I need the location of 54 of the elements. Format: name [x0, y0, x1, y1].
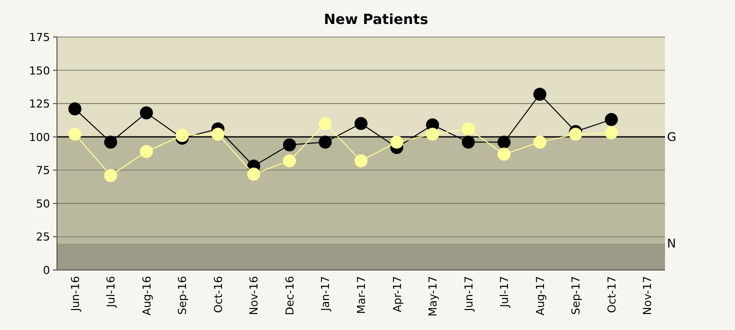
point: [354, 154, 368, 168]
point: [604, 113, 618, 126]
y-tick-label: 175: [29, 31, 50, 44]
x-tick-label: Apr-17: [390, 276, 404, 312]
point: [318, 117, 332, 130]
x-tick-label: Sep-17: [570, 276, 583, 315]
x-tick-label: Oct-17: [605, 276, 618, 313]
point: [390, 136, 404, 149]
y-tick-label: 25: [36, 230, 50, 244]
point: [68, 102, 82, 116]
point: [211, 128, 224, 141]
point: [68, 128, 82, 141]
x-tick-label: May-17: [426, 276, 440, 317]
point: [462, 122, 475, 136]
y-tick-label: 50: [36, 197, 50, 210]
x-tick-label: Nov-16: [248, 276, 261, 316]
chart-title: New Patients: [324, 12, 428, 28]
point: [282, 138, 296, 152]
point: [462, 136, 475, 149]
y-tick-label: 150: [29, 64, 50, 78]
point: [604, 126, 618, 140]
x-tick-label: Aug-17: [534, 276, 547, 316]
y-tick-label: 75: [36, 164, 50, 178]
point: [140, 145, 153, 158]
x-tick-label: Oct-16: [212, 276, 225, 313]
x-tick-label: Dec-16: [283, 276, 296, 316]
point: [176, 129, 189, 142]
point: [318, 136, 332, 149]
x-tick-label: Mar-17: [355, 276, 368, 314]
band-label: N: [667, 236, 676, 250]
point: [247, 168, 260, 181]
y-tick-label: 0: [43, 264, 50, 277]
point: [569, 128, 582, 141]
y-tick-label: 100: [29, 130, 50, 144]
point: [354, 117, 368, 130]
point: [426, 128, 440, 141]
x-tick-label: Jun-17: [462, 276, 476, 312]
point: [533, 136, 546, 149]
point: [104, 168, 118, 182]
y-tick-label: 125: [29, 98, 50, 111]
x-tick-label: Nov-17: [641, 276, 654, 316]
x-tick-label: Jun-16: [68, 276, 82, 312]
point: [104, 136, 118, 149]
x-tick-label: Jan-17: [319, 276, 332, 312]
x-tick-label: Sep-16: [176, 276, 190, 315]
point: [498, 148, 511, 161]
point: [498, 136, 511, 149]
x-tick-label: Jul-16: [104, 276, 118, 308]
x-tick-label: Aug-16: [140, 276, 154, 316]
ref-line-label: G: [667, 130, 676, 144]
point: [533, 88, 546, 101]
point: [140, 106, 153, 120]
x-tick-label: Jul-17: [498, 276, 512, 308]
point: [282, 154, 296, 168]
